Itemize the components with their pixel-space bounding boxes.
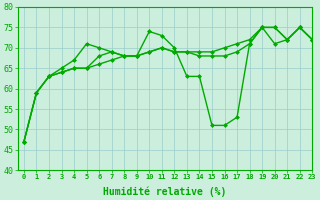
X-axis label: Humidité relative (%): Humidité relative (%) [103, 186, 227, 197]
